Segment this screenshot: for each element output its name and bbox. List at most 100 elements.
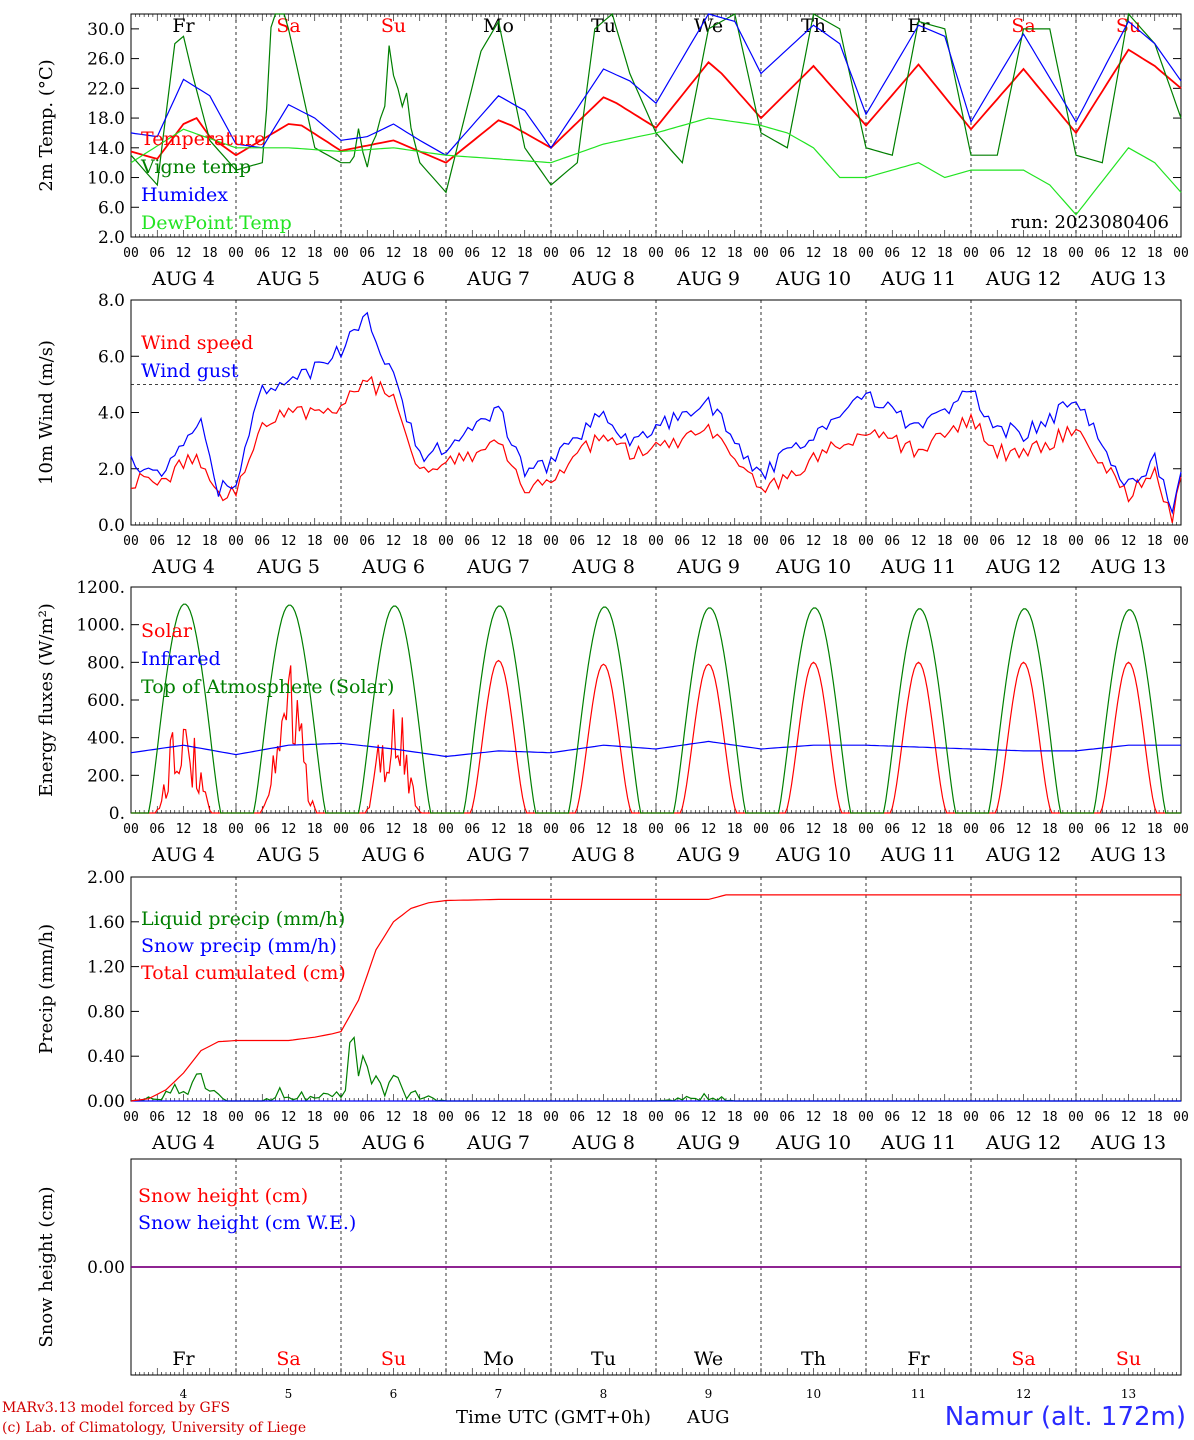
date-label: AUG 6 bbox=[361, 844, 425, 866]
hour-label: 00 bbox=[963, 822, 979, 837]
hour-label: 00 bbox=[753, 822, 769, 837]
hour-label: 18 bbox=[937, 822, 953, 837]
hour-label: 00 bbox=[228, 822, 244, 837]
hour-label: 18 bbox=[937, 246, 953, 261]
hour-label: 00 bbox=[753, 246, 769, 261]
hour-label: 00 bbox=[858, 246, 874, 261]
hour-label: 06 bbox=[1094, 534, 1110, 549]
hour-label: 12 bbox=[1016, 1110, 1032, 1125]
date-label: AUG 4 bbox=[151, 268, 215, 290]
hour-label: 18 bbox=[1147, 1110, 1163, 1125]
hour-label: 06 bbox=[254, 822, 270, 837]
hour-label: 00 bbox=[858, 822, 874, 837]
hour-label: 06 bbox=[884, 822, 900, 837]
hour-label: 00 bbox=[648, 534, 664, 549]
series-line-dewpoint-temp bbox=[130, 117, 1182, 216]
hour-label: 12 bbox=[386, 246, 402, 261]
hour-label: 12 bbox=[386, 534, 402, 549]
series-line-top-of-atmosphere-solar bbox=[131, 603, 1181, 814]
date-label: AUG 11 bbox=[880, 556, 956, 578]
hour-label: 18 bbox=[832, 822, 848, 837]
x-axis-title: Time UTC (GMT+0h) bbox=[456, 1407, 651, 1428]
day-number: 13 bbox=[1121, 1387, 1136, 1401]
hour-label: 12 bbox=[176, 534, 192, 549]
hour-label: 18 bbox=[517, 822, 533, 837]
hour-label: 18 bbox=[307, 246, 323, 261]
hour-label: 18 bbox=[517, 1110, 533, 1125]
station-name: Namur (alt. 172m) bbox=[944, 1402, 1186, 1432]
weekday-label: Mo bbox=[483, 1348, 514, 1370]
y-tick-label: 6.0 bbox=[98, 198, 125, 218]
y-tick-label: 30.0 bbox=[87, 20, 125, 40]
hour-label: 06 bbox=[569, 822, 585, 837]
y-axis-title: Precip (mm/h) bbox=[36, 924, 57, 1054]
hour-label: 18 bbox=[727, 1110, 743, 1125]
hour-label: 00 bbox=[1173, 822, 1189, 837]
hour-label: 12 bbox=[491, 1110, 507, 1125]
hour-label: 00 bbox=[648, 246, 664, 261]
legend-wind-gust: Wind gust bbox=[141, 360, 239, 382]
hour-label: 18 bbox=[412, 534, 428, 549]
hour-label: 18 bbox=[412, 822, 428, 837]
hour-label: 06 bbox=[149, 822, 165, 837]
legend-wind-speed: Wind speed bbox=[141, 332, 253, 354]
model-credit: MARv3.13 model forced by GFS bbox=[2, 1400, 231, 1416]
hour-label: 00 bbox=[438, 1110, 454, 1125]
hour-label: 18 bbox=[412, 1110, 428, 1125]
hour-label: 12 bbox=[701, 246, 717, 261]
hour-label: 06 bbox=[464, 534, 480, 549]
date-label: AUG 4 bbox=[151, 556, 215, 578]
y-tick-label: 600. bbox=[87, 691, 125, 711]
day-number: 11 bbox=[911, 1387, 926, 1401]
y-tick-label: 2.0 bbox=[98, 460, 125, 480]
y-axis-title: 2m Temp. (°C) bbox=[36, 59, 57, 191]
hour-label: 00 bbox=[1068, 534, 1084, 549]
date-label: AUG 13 bbox=[1090, 268, 1166, 290]
hour-label: 18 bbox=[622, 1110, 638, 1125]
date-label: AUG 8 bbox=[571, 1132, 635, 1154]
hour-label: 12 bbox=[281, 1110, 297, 1125]
hour-label: 00 bbox=[1068, 1110, 1084, 1125]
y-tick-label: 1.20 bbox=[87, 958, 125, 978]
date-label: AUG 11 bbox=[880, 844, 956, 866]
hour-label: 18 bbox=[832, 534, 848, 549]
date-label: AUG 10 bbox=[775, 1132, 851, 1154]
day-number: 12 bbox=[1016, 1387, 1031, 1401]
weekday-label: Sa bbox=[1011, 15, 1035, 37]
y-tick-label: 800. bbox=[87, 653, 125, 673]
y-tick-label: 0.00 bbox=[87, 1258, 125, 1278]
hour-label: 18 bbox=[727, 246, 743, 261]
weekday-label: Su bbox=[381, 15, 406, 37]
y-tick-label: 0.40 bbox=[87, 1047, 125, 1067]
hour-label: 18 bbox=[202, 246, 218, 261]
hour-label: 06 bbox=[464, 822, 480, 837]
hour-label: 06 bbox=[884, 246, 900, 261]
y-tick-label: 1000. bbox=[76, 616, 125, 636]
hour-label: 12 bbox=[491, 246, 507, 261]
date-label: AUG 10 bbox=[775, 844, 851, 866]
hour-label: 06 bbox=[674, 822, 690, 837]
date-label: AUG 12 bbox=[985, 844, 1061, 866]
y-axis-title: Energy fluxes (W/m²) bbox=[36, 603, 57, 797]
hour-label: 12 bbox=[596, 822, 612, 837]
hour-label: 12 bbox=[911, 246, 927, 261]
lab-credit: (c) Lab. of Climatology, University of L… bbox=[2, 1420, 307, 1436]
hour-label: 00 bbox=[123, 534, 139, 549]
day-number: 7 bbox=[495, 1387, 503, 1401]
hour-label: 12 bbox=[911, 534, 927, 549]
legend-snow-height-cm: Snow height (cm) bbox=[138, 1185, 308, 1207]
legend-top-of-atmosphere-solar: Top of Atmosphere (Solar) bbox=[141, 676, 394, 698]
weekday-label: Fr bbox=[907, 1348, 930, 1370]
series-line-temperature bbox=[130, 48, 1182, 164]
hour-label: 12 bbox=[596, 534, 612, 549]
weekday-label: Su bbox=[1116, 1348, 1141, 1370]
hour-label: 06 bbox=[884, 1110, 900, 1125]
hour-label: 00 bbox=[648, 822, 664, 837]
hour-label: 12 bbox=[281, 246, 297, 261]
hour-label: 12 bbox=[806, 822, 822, 837]
hour-label: 00 bbox=[648, 1110, 664, 1125]
hour-label: 00 bbox=[438, 534, 454, 549]
y-tick-label: 26.0 bbox=[87, 50, 125, 70]
hour-label: 12 bbox=[701, 822, 717, 837]
hour-label: 12 bbox=[1121, 534, 1137, 549]
